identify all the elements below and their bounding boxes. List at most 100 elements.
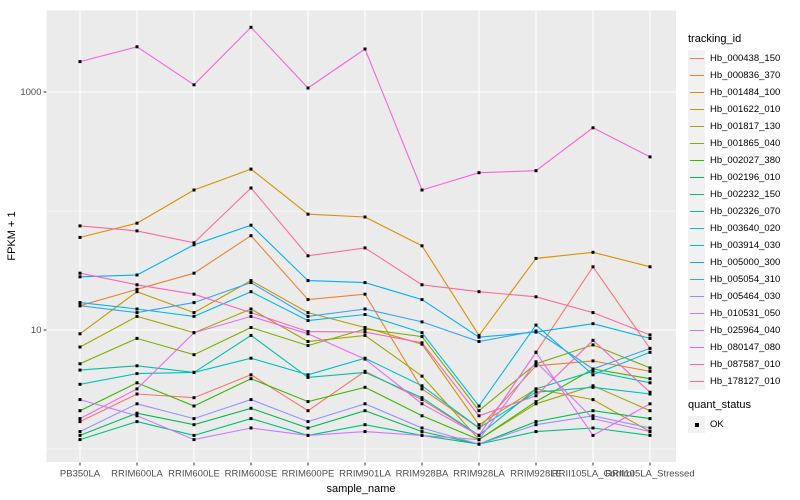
data-point bbox=[591, 409, 595, 413]
legend-key-box bbox=[688, 373, 705, 390]
data-point bbox=[648, 333, 652, 337]
data-point bbox=[78, 332, 82, 336]
data-point bbox=[135, 381, 139, 385]
x-tick-label: RRII105LA_Control bbox=[552, 469, 634, 480]
data-point bbox=[249, 25, 253, 29]
data-point bbox=[249, 398, 253, 402]
legend-key-line bbox=[689, 125, 704, 128]
data-point bbox=[648, 366, 652, 370]
legend-quant-status: quant_status OK bbox=[688, 399, 751, 433]
data-point bbox=[420, 387, 424, 391]
legend-item-label: Hb_003914_030 bbox=[710, 240, 781, 251]
legend-key-line bbox=[689, 108, 704, 111]
data-point bbox=[78, 345, 82, 349]
data-point bbox=[135, 411, 139, 415]
data-point bbox=[420, 402, 424, 406]
data-point bbox=[477, 171, 481, 175]
data-point bbox=[135, 420, 139, 424]
data-point bbox=[591, 385, 595, 389]
data-point bbox=[192, 243, 196, 247]
legend-item-label: Hb_001817_130 bbox=[710, 121, 781, 132]
legend-key-line bbox=[689, 346, 704, 349]
data-point bbox=[648, 155, 652, 159]
data-point bbox=[534, 360, 538, 364]
data-point bbox=[78, 417, 82, 421]
data-point bbox=[192, 241, 196, 245]
data-point bbox=[306, 298, 310, 302]
data-point bbox=[249, 417, 253, 421]
legend-item-label: Hb_005464_030 bbox=[710, 291, 781, 302]
x-tick-label: PB350LA bbox=[60, 469, 101, 480]
data-point bbox=[420, 331, 424, 335]
data-point bbox=[306, 375, 310, 379]
legend-key-box bbox=[688, 101, 705, 118]
data-point bbox=[591, 433, 595, 437]
data-point bbox=[306, 340, 310, 343]
x-axis-ticks: PB350LA RRIM600LA RRIM600LE RRIM600SE RRIM60… bbox=[60, 462, 695, 480]
data-point bbox=[591, 250, 595, 254]
data-point bbox=[420, 396, 424, 400]
data-point bbox=[591, 398, 595, 402]
data-point bbox=[591, 426, 595, 430]
y-tick-label: 1000 bbox=[20, 87, 41, 98]
data-point bbox=[135, 314, 139, 318]
y-axis-ticks: 10 1000 bbox=[20, 87, 47, 336]
data-point bbox=[363, 330, 367, 334]
data-point bbox=[591, 338, 595, 342]
legend-tracking-id: tracking_id Hb_000438_150 Hb_000836_370 Hb… bbox=[688, 33, 780, 390]
legend-item-Hb_003914_030: Hb_003914_030 bbox=[688, 237, 780, 254]
legend-key-line bbox=[689, 159, 704, 162]
legend-key-box bbox=[688, 416, 705, 433]
data-point bbox=[249, 186, 253, 190]
legend-item-label: Hb_000836_370 bbox=[710, 70, 781, 81]
data-point bbox=[249, 377, 253, 381]
legend-item-label: Hb_080147_080 bbox=[710, 342, 781, 353]
data-point bbox=[78, 275, 82, 279]
data-point bbox=[420, 283, 424, 287]
legend-key-line bbox=[689, 312, 704, 315]
legend-item-Hb_002027_380: Hb_002027_380 bbox=[688, 152, 780, 169]
data-point bbox=[477, 423, 481, 427]
data-point bbox=[135, 402, 139, 406]
legend-item-Hb_000836_370: Hb_000836_370 bbox=[688, 67, 780, 84]
data-point bbox=[249, 279, 253, 283]
data-point bbox=[192, 314, 196, 318]
legend-key-box bbox=[688, 67, 705, 84]
data-point bbox=[648, 369, 652, 373]
data-point bbox=[249, 333, 253, 337]
data-point bbox=[306, 279, 310, 283]
data-point bbox=[78, 235, 82, 239]
data-point bbox=[306, 330, 310, 334]
data-points bbox=[78, 25, 652, 446]
data-point bbox=[192, 438, 196, 442]
data-point bbox=[363, 47, 367, 51]
legend-item-Hb_087587_010: Hb_087587_010 bbox=[688, 356, 780, 373]
legend-item-label: Hb_002326_070 bbox=[710, 206, 781, 217]
legend-key-line bbox=[689, 380, 704, 383]
data-point bbox=[192, 292, 196, 296]
x-tick-label: RRIM928BA bbox=[396, 469, 449, 480]
data-point bbox=[135, 392, 139, 396]
data-point bbox=[135, 273, 139, 277]
legend-key-line bbox=[689, 193, 704, 196]
data-point bbox=[192, 433, 196, 437]
legend-item-Hb_005054_310: Hb_005054_310 bbox=[688, 271, 780, 288]
legend-key-line bbox=[689, 329, 704, 332]
x-tick-label: RRIM600SE bbox=[225, 469, 278, 480]
legend-key-box bbox=[688, 339, 705, 356]
data-point bbox=[249, 406, 253, 410]
legend-key-box bbox=[688, 254, 705, 271]
data-point bbox=[135, 364, 139, 368]
data-point bbox=[78, 409, 82, 413]
legend-item-Hb_025964_040: Hb_025964_040 bbox=[688, 322, 780, 339]
data-point bbox=[135, 372, 139, 376]
data-point bbox=[306, 344, 310, 348]
legend-key-line bbox=[689, 91, 704, 94]
legend-key-box bbox=[688, 186, 705, 203]
data-point bbox=[306, 319, 310, 323]
legend-key-line bbox=[689, 176, 704, 179]
legend-item-ok: OK bbox=[688, 416, 751, 433]
data-point bbox=[534, 394, 538, 398]
data-point bbox=[420, 335, 424, 339]
data-point bbox=[420, 298, 424, 302]
